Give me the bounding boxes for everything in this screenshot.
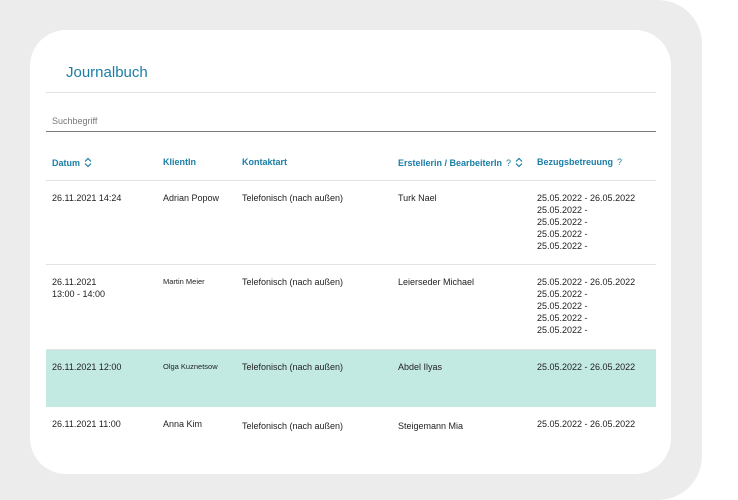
cell-bezugsbetreuung: 25.05.2022 - 26.05.2022 25.05.2022 - 25.… [537, 277, 636, 335]
column-header-datum[interactable]: Datum [52, 157, 92, 168]
column-label: Datum [52, 157, 81, 168]
cell-klient: Martin Meier [163, 277, 205, 286]
cell-kontaktart: Telefonisch (nach außen) [242, 193, 344, 203]
column-label: Bezugsbetreuung [537, 157, 614, 167]
cell-bezugsbetreuung: 25.05.2022 - 26.05.2022 [537, 419, 636, 429]
table-header: Datum KlientIn Kontaktart Erstellerin / … [46, 150, 656, 181]
cell-kontaktart: Telefonisch (nach außen) [242, 277, 344, 287]
table-row-selected[interactable]: 26.11.2021 12:00 Olga Kuznetsow Telefoni… [46, 350, 656, 407]
cell-ersteller: Steigemann Mia [398, 421, 464, 431]
cell-kontaktart: Telefonisch (nach außen) [242, 421, 344, 431]
column-label: Erstellerin / BearbeiterIn [398, 157, 503, 168]
outer-frame: Journalbuch Datum KlientIn Kontaktart [0, 0, 702, 500]
table-row[interactable]: 26.11.2021 13:00 - 14:00 Martin Meier Te… [46, 265, 656, 350]
help-icon[interactable]: ? [617, 157, 623, 167]
journal-table: Datum KlientIn Kontaktart Erstellerin / … [46, 150, 656, 447]
table-row[interactable]: 26.11.2021 11:00 Anna Kim Telefonisch (n… [46, 407, 656, 447]
table-row[interactable]: 26.11.2021 14:24 Adrian Popow Telefonisc… [46, 181, 656, 265]
cell-ersteller: Turk Nael [398, 193, 437, 203]
column-header-kontaktart: Kontaktart [242, 157, 287, 167]
journal-card: Journalbuch Datum KlientIn Kontaktart [30, 30, 671, 474]
help-icon[interactable]: ? [506, 157, 512, 168]
column-label: Kontaktart [242, 157, 288, 167]
cell-kontaktart: Telefonisch (nach außen) [242, 362, 344, 372]
search-input[interactable] [46, 110, 656, 132]
cell-bezugsbetreuung: 25.05.2022 - 26.05.2022 [537, 362, 636, 372]
cell-ersteller: Leierseder Michael [398, 277, 475, 287]
sort-icon[interactable] [84, 157, 92, 168]
cell-datum: 26.11.2021 12:00 [52, 362, 122, 372]
cell-ersteller: Abdel Ilyas [398, 362, 443, 372]
cell-bezugsbetreuung: 25.05.2022 - 26.05.2022 25.05.2022 - 25.… [537, 193, 636, 251]
sort-icon[interactable] [515, 157, 523, 168]
column-label: KlientIn [163, 157, 196, 167]
cell-datum: 26.11.2021 14:24 [52, 193, 122, 203]
column-header-bezugsbetreuung: Bezugsbetreuung ? [537, 157, 622, 167]
cell-datum: 26.11.2021 11:00 [52, 419, 121, 429]
cell-klient: Olga Kuznetsow [163, 362, 218, 371]
column-header-klient: KlientIn [163, 157, 196, 167]
title-divider [46, 92, 656, 93]
cell-klient: Adrian Popow [163, 193, 220, 203]
column-header-ersteller[interactable]: Erstellerin / BearbeiterIn ? [398, 157, 523, 168]
cell-datum: 26.11.2021 13:00 - 14:00 [52, 277, 106, 299]
cell-klient: Anna Kim [163, 419, 203, 429]
page-title: Journalbuch [66, 64, 148, 81]
